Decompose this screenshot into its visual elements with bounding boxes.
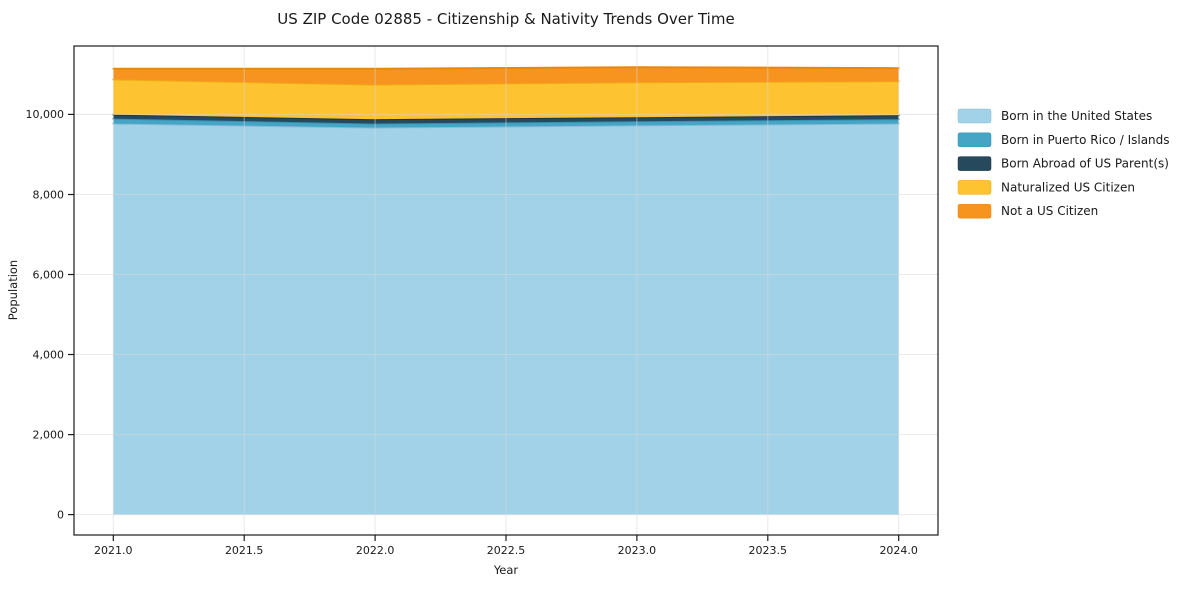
x-tick-label: 2022.5 [487, 544, 526, 557]
x-tick-label: 2023.5 [749, 544, 788, 557]
legend-label: Born in the United States [1001, 109, 1152, 123]
legend-label: Not a US Citizen [1001, 204, 1098, 218]
legend-item-naturalized-us-citizen: Naturalized US Citizen [957, 180, 1135, 195]
legend-swatch-born-in-puerto-rico-islands [957, 132, 992, 148]
x-tick-label: 2022.0 [356, 544, 395, 557]
y-tick-label: 8,000 [33, 188, 65, 201]
y-tick-label: 4,000 [33, 348, 65, 361]
legend-swatch-not-a-us-citizen [957, 203, 992, 219]
chart-title: US ZIP Code 02885 - Citizenship & Nativi… [277, 10, 734, 28]
x-tick-label: 2023.0 [618, 544, 657, 557]
y-tick-label: 6,000 [33, 268, 65, 281]
x-tick-label: 2021.5 [225, 544, 264, 557]
x-tick-label: 2024.0 [879, 544, 918, 557]
legend-label: Born Abroad of US Parent(s) [1001, 157, 1169, 171]
legend-item-born-in-the-united-states: Born in the United States [957, 108, 1152, 124]
y-tick-label: 10,000 [26, 108, 65, 121]
legend-item-not-a-us-citizen: Not a US Citizen [957, 203, 1098, 219]
axis-tick-labels: 2021.0 2021.5 2022.0 2022.5 2023.0 2023.5 2024… [26, 108, 918, 557]
legend-item-born-abroad-of-us-parent-s: Born Abroad of US Parent(s) [957, 156, 1169, 171]
legend-item-born-in-puerto-rico-islands: Born in Puerto Rico / Islands [957, 132, 1170, 148]
legend-label: Born in Puerto Rico / Islands [1001, 133, 1170, 147]
gridlines [74, 46, 938, 535]
axis-tick-marks [68, 113, 900, 541]
y-axis-label: Population [6, 260, 20, 320]
x-tick-label: 2021.0 [94, 544, 133, 557]
legend: Born in the United States Born in Puerto … [957, 108, 1170, 219]
legend-swatch-born-abroad-of-us-parent-s [957, 156, 992, 171]
x-axis-label: Year [493, 563, 519, 577]
y-tick-label: 0 [57, 508, 64, 521]
legend-swatch-born-in-the-united-states [957, 108, 992, 124]
legend-label: Naturalized US Citizen [1001, 180, 1135, 194]
legend-swatch-naturalized-us-citizen [957, 180, 992, 195]
y-tick-label: 2,000 [33, 428, 65, 441]
